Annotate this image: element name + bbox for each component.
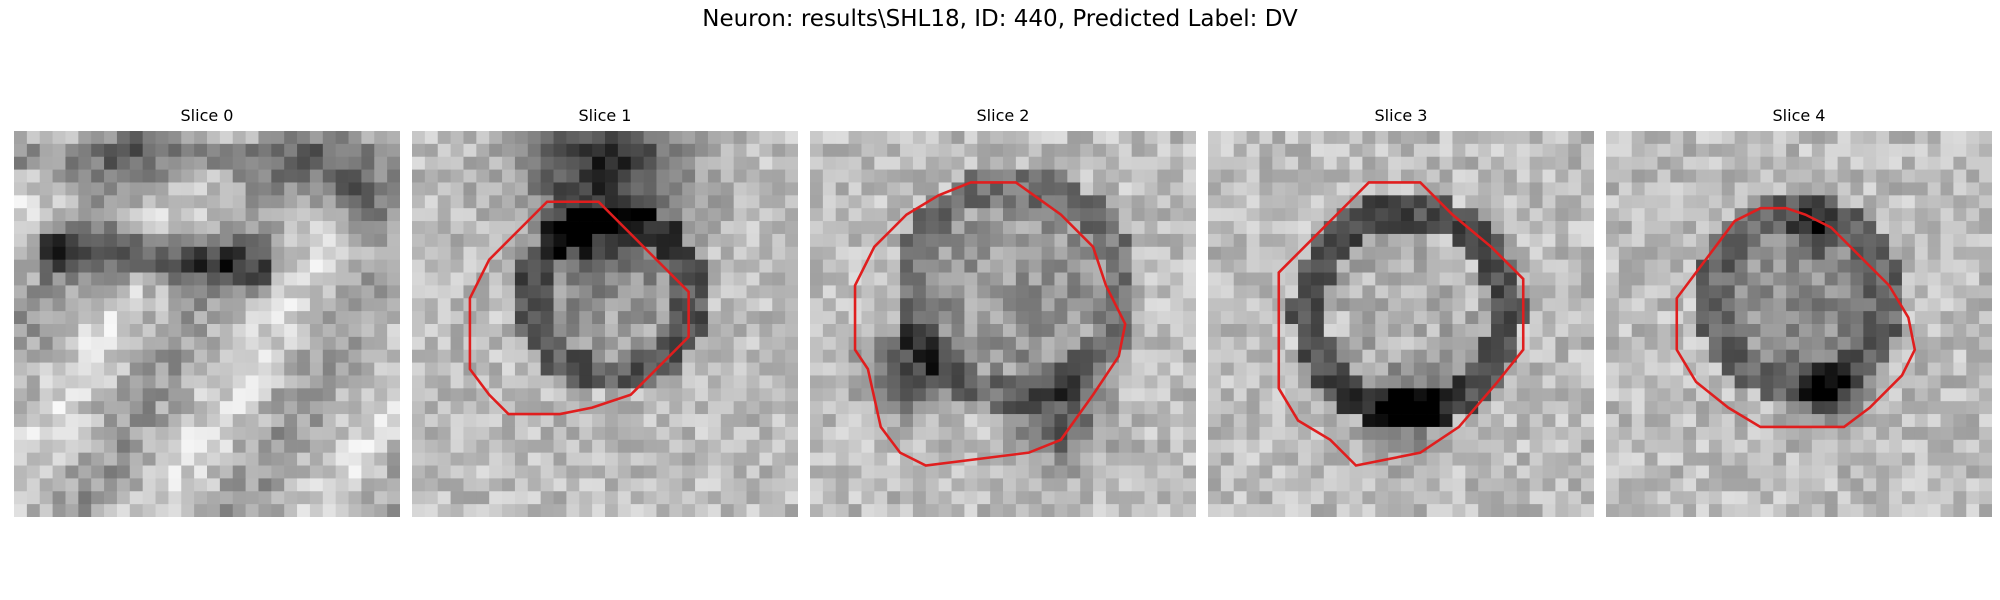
slice-panel-1: Slice 1 [412, 105, 798, 517]
slice-image [1208, 131, 1594, 517]
slice-pixels [1208, 131, 1594, 517]
figure-title: Neuron: results\SHL18, ID: 440, Predicte… [702, 6, 1298, 32]
segmentation-contour [853, 181, 1127, 467]
slice-image [810, 131, 1196, 517]
slice-image [412, 131, 798, 517]
slice-title: Slice 3 [1374, 106, 1428, 125]
slice-pixels [810, 131, 1196, 517]
segmentation-contour [1675, 206, 1917, 429]
slice-panel-3: Slice 3 [1208, 105, 1594, 517]
segmentation-contour [468, 200, 690, 416]
slice-pixels [1606, 131, 1992, 517]
slice-image [14, 131, 400, 517]
slice-title: Slice 2 [976, 106, 1030, 125]
slice-panel-0: Slice 0 [14, 105, 400, 517]
slice-title: Slice 0 [180, 106, 234, 125]
slice-panel-2: Slice 2 [810, 105, 1196, 517]
slice-pixels [14, 131, 400, 517]
slice-pixels [412, 131, 798, 517]
segmentation-contour [1277, 181, 1525, 467]
slice-title: Slice 4 [1772, 106, 1826, 125]
slice-image [1606, 131, 1992, 517]
slice-panel-4: Slice 4 [1606, 105, 1992, 517]
slice-title: Slice 1 [578, 106, 632, 125]
